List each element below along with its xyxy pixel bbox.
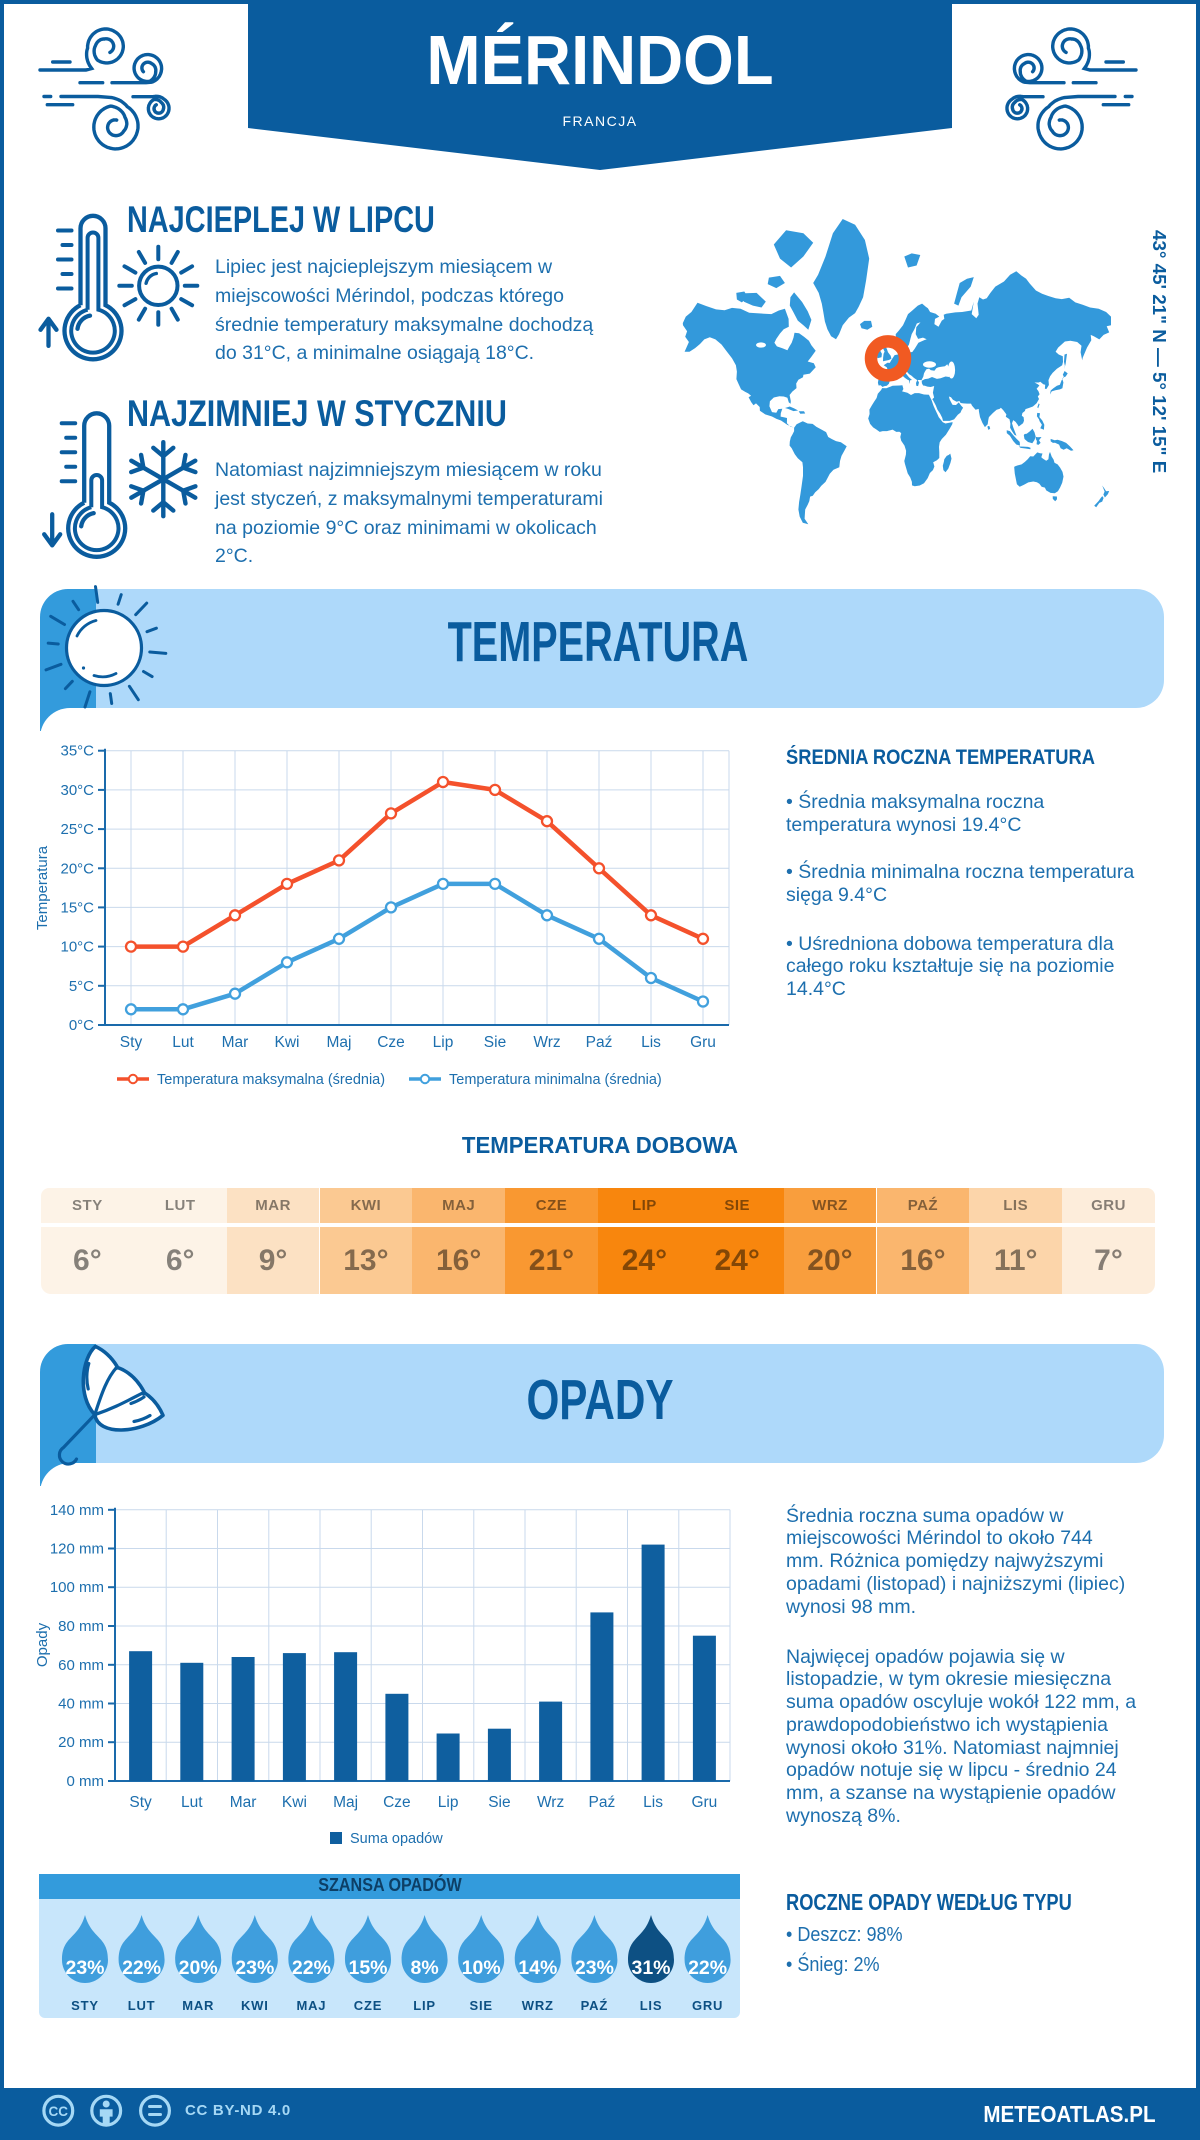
svg-text:60 mm: 60 mm: [58, 1657, 104, 1674]
svg-text:MAR: MAR: [182, 1998, 214, 2013]
svg-text:STY: STY: [71, 1998, 99, 2013]
svg-text:0 mm: 0 mm: [67, 1773, 105, 1790]
svg-text:100 mm: 100 mm: [50, 1579, 104, 1596]
svg-text:Maj: Maj: [327, 1034, 352, 1051]
svg-text:Mar: Mar: [230, 1794, 257, 1811]
svg-text:LIS: LIS: [640, 1998, 663, 2013]
svg-text:Lis: Lis: [641, 1034, 661, 1051]
svg-text:20 mm: 20 mm: [58, 1734, 104, 1751]
svg-text:WRZ: WRZ: [522, 1998, 554, 2013]
svg-text:Lip: Lip: [438, 1794, 459, 1811]
svg-text:80 mm: 80 mm: [58, 1618, 104, 1635]
svg-text:Mar: Mar: [222, 1034, 249, 1051]
svg-text:PAŹ: PAŹ: [581, 1998, 608, 2013]
svg-text:KWI: KWI: [241, 1998, 269, 2013]
svg-text:Sty: Sty: [129, 1794, 152, 1811]
svg-text:120 mm: 120 mm: [50, 1541, 104, 1558]
svg-text:Temperatura: Temperatura: [34, 845, 51, 930]
svg-text:10°C: 10°C: [60, 939, 94, 956]
svg-text:Wrz: Wrz: [533, 1034, 560, 1051]
svg-text:5°C: 5°C: [69, 978, 94, 995]
svg-text:22%: 22%: [688, 1957, 727, 1979]
svg-text:Temperatura maksymalna (średni: Temperatura maksymalna (średnia): [157, 1072, 385, 1088]
svg-text:20%: 20%: [179, 1957, 218, 1979]
svg-text:Sie: Sie: [488, 1794, 510, 1811]
svg-text:Lip: Lip: [433, 1034, 454, 1051]
svg-text:Kwi: Kwi: [282, 1794, 307, 1811]
svg-text:Temperatura minimalna (średnia: Temperatura minimalna (średnia): [449, 1072, 662, 1088]
svg-text:Lut: Lut: [181, 1794, 203, 1811]
svg-text:Sty: Sty: [120, 1034, 143, 1051]
svg-text:23%: 23%: [575, 1957, 614, 1979]
svg-text:10%: 10%: [462, 1957, 501, 1979]
svg-text:Maj: Maj: [333, 1794, 358, 1811]
svg-text:SIE: SIE: [470, 1998, 493, 2013]
svg-text:Cze: Cze: [383, 1794, 411, 1811]
svg-text:MAJ: MAJ: [296, 1998, 326, 2013]
svg-text:GRU: GRU: [692, 1998, 723, 2013]
svg-text:31%: 31%: [631, 1957, 670, 1979]
svg-text:15%: 15%: [348, 1957, 387, 1979]
svg-text:Suma opadów: Suma opadów: [350, 1831, 443, 1847]
svg-text:Lut: Lut: [172, 1034, 194, 1051]
svg-text:Paź: Paź: [589, 1794, 616, 1811]
svg-text:14%: 14%: [518, 1957, 557, 1979]
svg-text:35°C: 35°C: [60, 743, 94, 760]
svg-text:CZE: CZE: [354, 1998, 382, 2013]
svg-text:Kwi: Kwi: [275, 1034, 300, 1051]
svg-text:Cze: Cze: [377, 1034, 405, 1051]
svg-text:Gru: Gru: [690, 1034, 716, 1051]
svg-text:140 mm: 140 mm: [50, 1502, 104, 1519]
svg-text:40 mm: 40 mm: [58, 1696, 104, 1713]
svg-text:Opady: Opady: [34, 1622, 51, 1667]
svg-text:Sie: Sie: [484, 1034, 506, 1051]
svg-text:22%: 22%: [122, 1957, 161, 1979]
svg-text:Lis: Lis: [643, 1794, 663, 1811]
svg-text:Gru: Gru: [691, 1794, 717, 1811]
svg-text:LUT: LUT: [128, 1998, 156, 2013]
svg-text:22%: 22%: [292, 1957, 331, 1979]
svg-text:23%: 23%: [235, 1957, 274, 1979]
svg-text:LIP: LIP: [413, 1998, 436, 2013]
svg-text:30°C: 30°C: [60, 782, 94, 799]
svg-text:20°C: 20°C: [60, 860, 94, 877]
svg-text:Paź: Paź: [586, 1034, 613, 1051]
svg-text:Wrz: Wrz: [537, 1794, 564, 1811]
svg-text:0°C: 0°C: [69, 1017, 94, 1034]
svg-text:15°C: 15°C: [60, 899, 94, 916]
svg-text:CC: CC: [49, 2104, 69, 2119]
svg-text:8%: 8%: [411, 1957, 439, 1979]
svg-text:23%: 23%: [65, 1957, 104, 1979]
svg-text:25°C: 25°C: [60, 821, 94, 838]
